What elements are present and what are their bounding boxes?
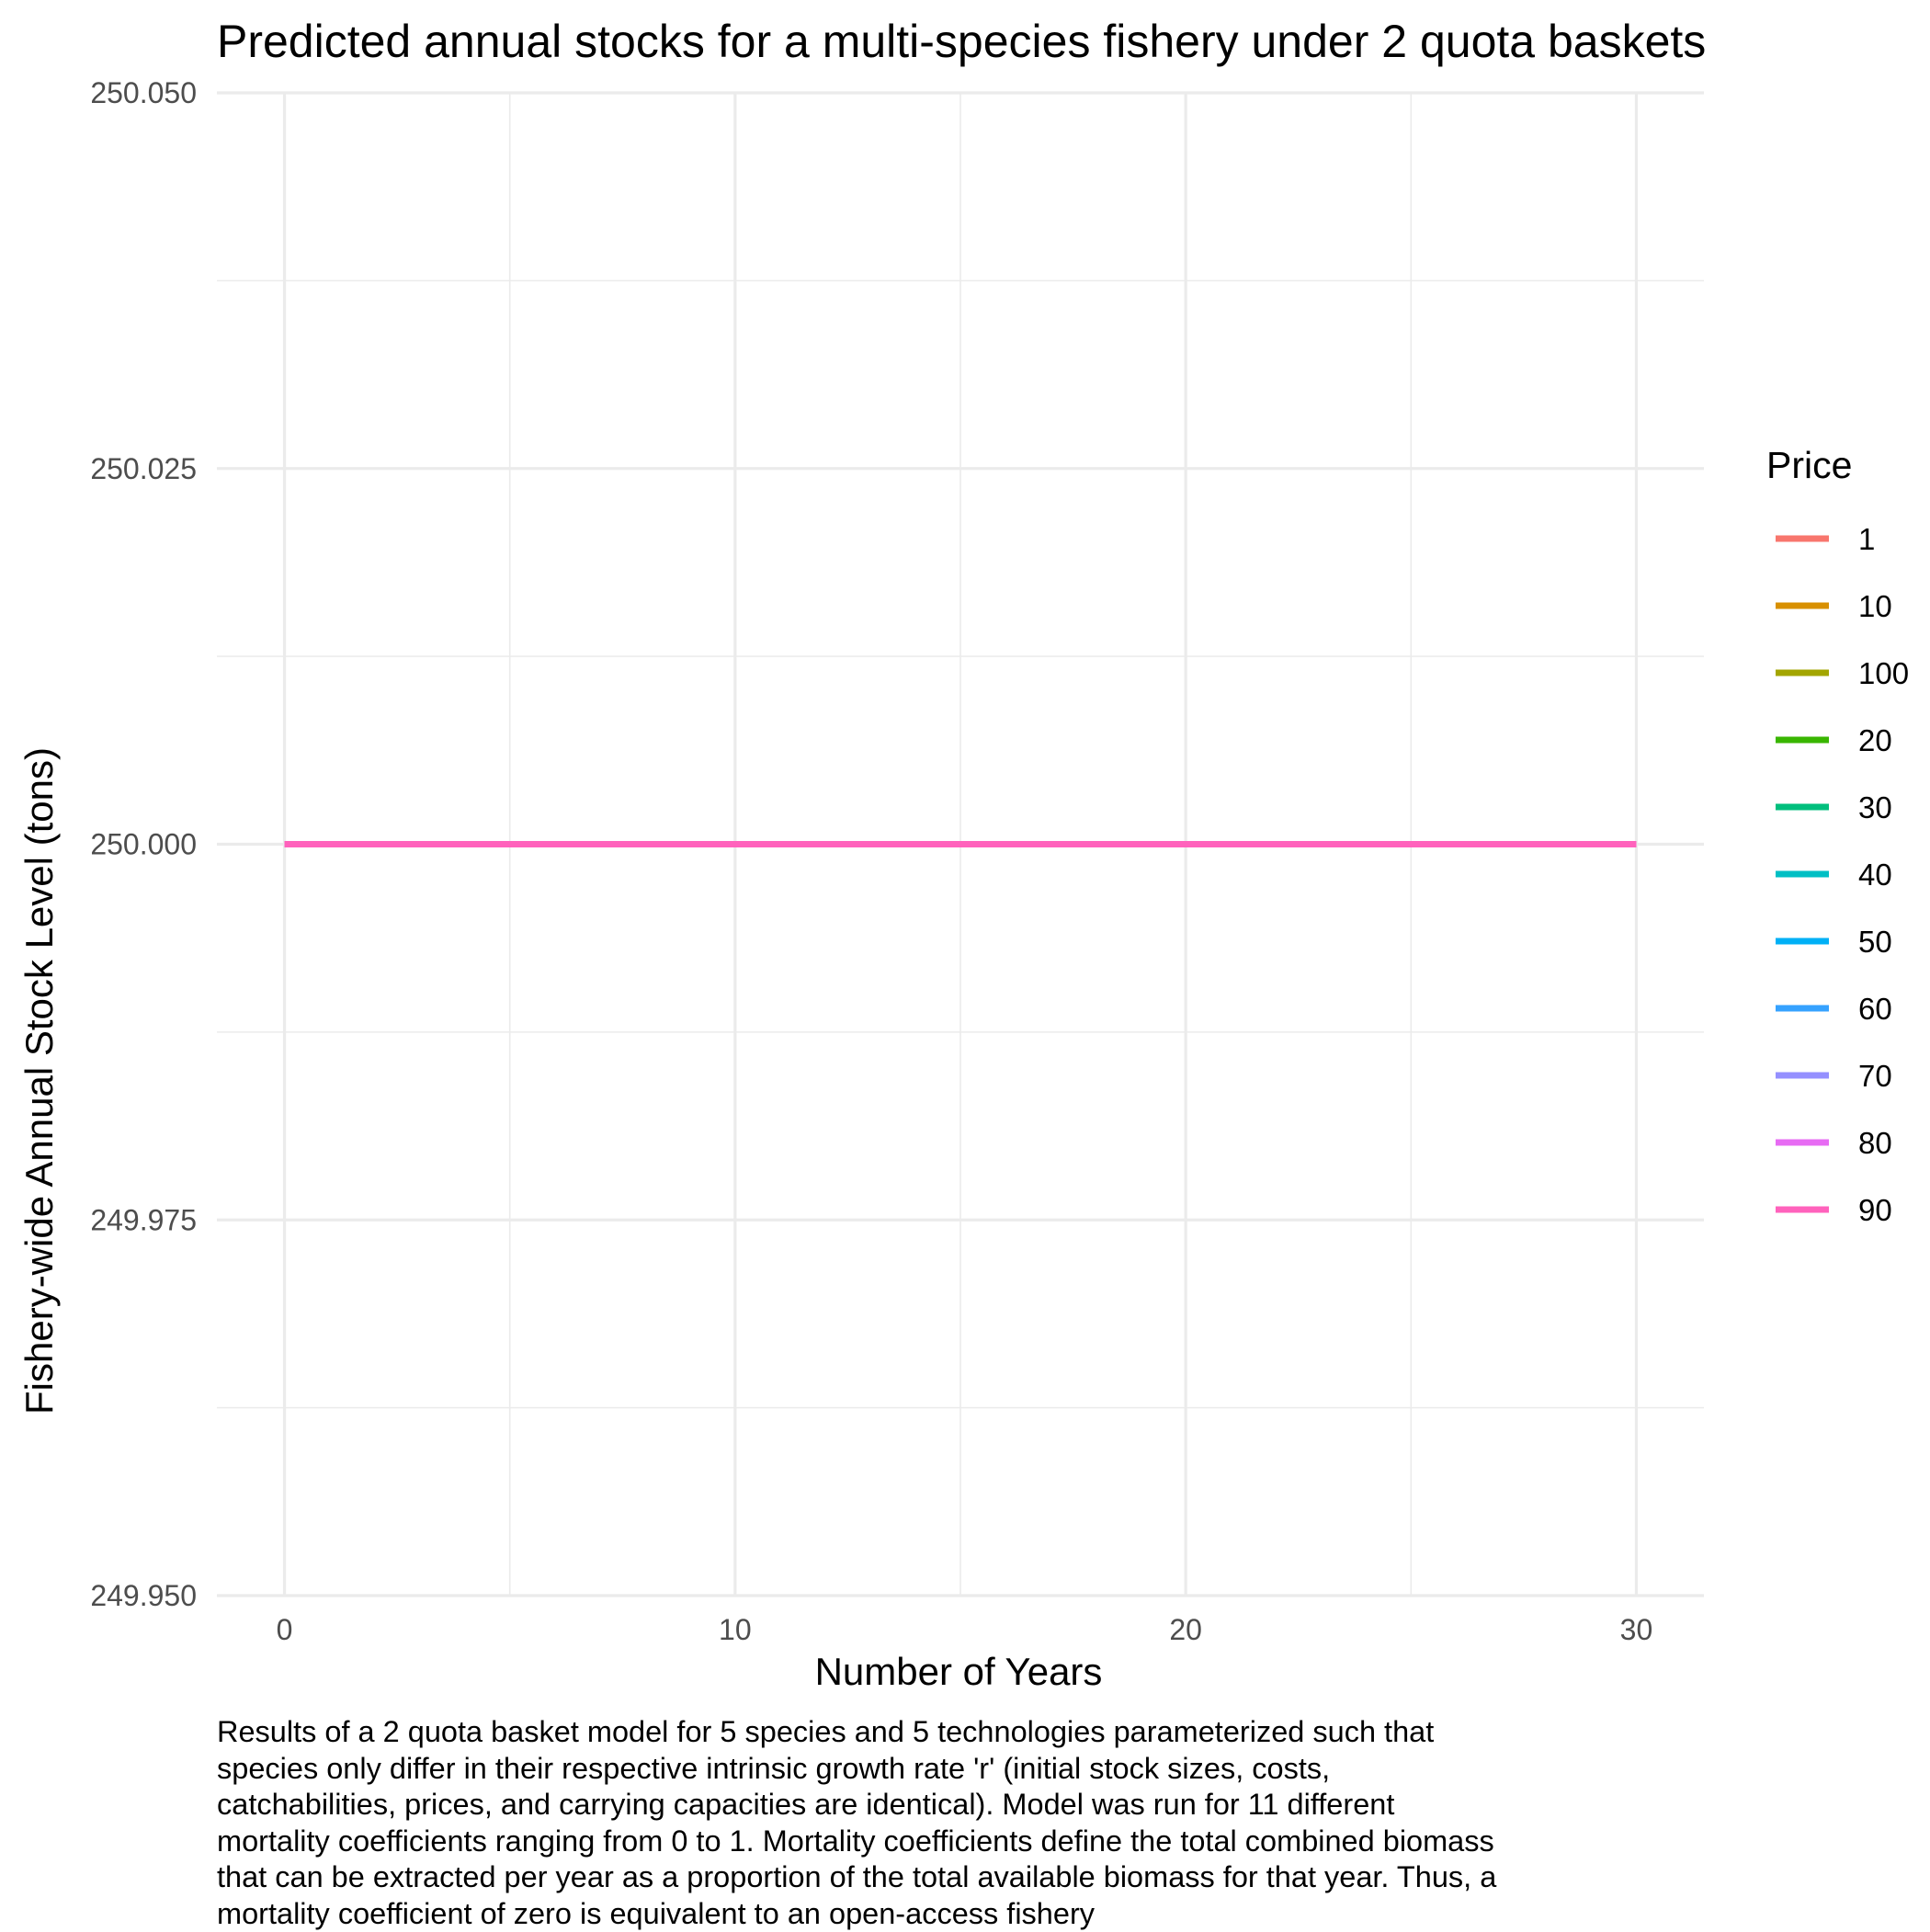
x-tick-label: 20 bbox=[1169, 1613, 1202, 1646]
legend-label: 80 bbox=[1858, 1126, 1892, 1160]
legend-item-50: 50 bbox=[1776, 925, 1892, 959]
legend-label: 90 bbox=[1858, 1193, 1892, 1227]
legend-item-80: 80 bbox=[1776, 1126, 1892, 1160]
x-axis-title: Number of Years bbox=[815, 1650, 1103, 1693]
caption-line: that can be extracted per year as a prop… bbox=[217, 1859, 1724, 1896]
caption-line: catchabilities, prices, and carrying cap… bbox=[217, 1787, 1724, 1824]
legend-item-20: 20 bbox=[1776, 723, 1892, 757]
legend: Price 1 10 100 20 30 40 50 60 70 80 90 bbox=[1766, 444, 1909, 1227]
y-tick-label: 250.025 bbox=[90, 452, 197, 485]
y-axis-title: Fishery-wide Annual Stock Level (tons) bbox=[17, 747, 61, 1415]
chart-title: Predicted annual stocks for a multi-spec… bbox=[217, 16, 1706, 67]
caption-line: species only differ in their respective … bbox=[217, 1751, 1724, 1788]
y-tick-label: 249.950 bbox=[90, 1579, 197, 1612]
legend-items: 1 10 100 20 30 40 50 60 70 80 90 bbox=[1776, 522, 1909, 1227]
legend-title: Price bbox=[1766, 444, 1852, 486]
legend-label: 20 bbox=[1858, 723, 1892, 757]
caption-line: mortality coefficient of zero is equival… bbox=[217, 1896, 1724, 1932]
x-tick-label: 0 bbox=[277, 1613, 293, 1646]
legend-label: 40 bbox=[1858, 858, 1892, 892]
x-tick-label: 10 bbox=[719, 1613, 752, 1646]
legend-label: 60 bbox=[1858, 992, 1892, 1026]
legend-item-1: 1 bbox=[1776, 522, 1875, 556]
x-tick-labels: 0 10 20 30 bbox=[277, 1613, 1653, 1646]
legend-item-10: 10 bbox=[1776, 589, 1892, 623]
figure-caption: Results of a 2 quota basket model for 5 … bbox=[217, 1714, 1724, 1932]
legend-item-30: 30 bbox=[1776, 790, 1892, 824]
legend-label: 1 bbox=[1858, 522, 1875, 556]
legend-item-60: 60 bbox=[1776, 992, 1892, 1026]
y-tick-label: 250.000 bbox=[90, 828, 197, 861]
legend-label: 100 bbox=[1858, 656, 1909, 690]
y-tick-label: 250.050 bbox=[90, 76, 197, 109]
legend-item-100: 100 bbox=[1776, 656, 1909, 690]
legend-label: 10 bbox=[1858, 589, 1892, 623]
legend-label: 30 bbox=[1858, 790, 1892, 824]
legend-item-90: 90 bbox=[1776, 1193, 1892, 1227]
caption-line: mortality coefficients ranging from 0 to… bbox=[217, 1824, 1724, 1860]
legend-item-40: 40 bbox=[1776, 858, 1892, 892]
caption-line: Results of a 2 quota basket model for 5 … bbox=[217, 1714, 1724, 1751]
x-tick-label: 30 bbox=[1620, 1613, 1653, 1646]
legend-label: 70 bbox=[1858, 1059, 1892, 1093]
legend-label: 50 bbox=[1858, 925, 1892, 959]
legend-item-70: 70 bbox=[1776, 1059, 1892, 1093]
y-tick-labels: 249.950 249.975 250.000 250.025 250.050 bbox=[90, 76, 197, 1612]
y-tick-label: 249.975 bbox=[90, 1203, 197, 1236]
